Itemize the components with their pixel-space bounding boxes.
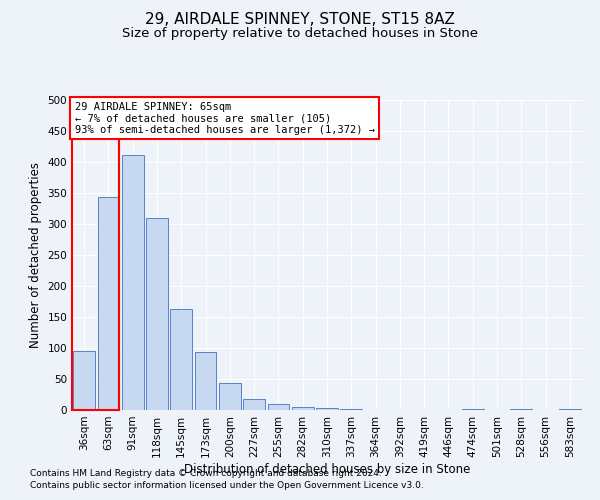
Bar (268, 404, 289, 410)
Bar (292, 407, 314, 410)
Bar (97, 198, 119, 410)
Bar (219, 384, 241, 410)
Bar (194, 352, 217, 410)
Text: Size of property relative to detached houses in Stone: Size of property relative to detached ho… (122, 28, 478, 40)
Bar (122, 155, 143, 410)
Bar (340, 409, 362, 410)
Bar (243, 400, 265, 410)
Bar (73, 351, 95, 410)
Bar (316, 408, 338, 410)
Text: Contains HM Land Registry data © Crown copyright and database right 2024.: Contains HM Land Registry data © Crown c… (30, 468, 382, 477)
Text: Contains public sector information licensed under the Open Government Licence v3: Contains public sector information licen… (30, 481, 424, 490)
Text: 29 AIRDALE SPINNEY: 65sqm
← 7% of detached houses are smaller (105)
93% of semi-: 29 AIRDALE SPINNEY: 65sqm ← 7% of detach… (74, 102, 374, 134)
X-axis label: Distribution of detached houses by size in Stone: Distribution of detached houses by size … (184, 462, 470, 475)
Y-axis label: Number of detached properties: Number of detached properties (29, 162, 42, 348)
Bar (146, 218, 168, 410)
Bar (170, 309, 192, 410)
Text: 29, AIRDALE SPINNEY, STONE, ST15 8AZ: 29, AIRDALE SPINNEY, STONE, ST15 8AZ (145, 12, 455, 28)
